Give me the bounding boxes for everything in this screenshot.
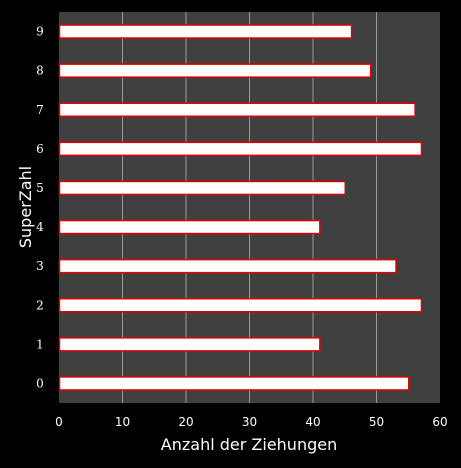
x-tick-label: 30 xyxy=(242,415,257,429)
bar xyxy=(58,63,372,78)
x-tick-label: 10 xyxy=(115,415,130,429)
bar xyxy=(58,180,346,196)
x-axis-title: Anzahl der Ziehungen xyxy=(161,435,337,454)
y-tick-labels: 0 1 2 3 4 5 6 7 8 9 xyxy=(36,25,44,391)
y-tick-label: 9 xyxy=(36,25,44,39)
x-tick-label: 50 xyxy=(369,415,384,429)
y-tick-label: 5 xyxy=(36,181,44,195)
bar xyxy=(58,337,321,352)
bar xyxy=(58,298,423,313)
x-tick-label: 40 xyxy=(305,415,320,429)
y-tick-label: 8 xyxy=(36,64,44,78)
x-tick-label: 60 xyxy=(432,415,447,429)
y-tick-label: 4 xyxy=(36,220,44,234)
bar xyxy=(58,102,416,117)
bar xyxy=(58,376,410,391)
bars xyxy=(58,24,423,391)
y-tick-label: 7 xyxy=(36,103,44,117)
bar xyxy=(58,24,353,39)
x-tick-label: 20 xyxy=(178,415,193,429)
bar xyxy=(58,258,397,274)
x-tick-labels: 0 10 20 30 40 50 60 xyxy=(55,415,447,429)
y-tick-label: 0 xyxy=(36,376,44,390)
y-tick-label: 6 xyxy=(36,142,44,156)
y-tick-label: 3 xyxy=(36,259,44,273)
x-tick-label: 0 xyxy=(55,415,63,429)
y-axis-title: SuperZahl xyxy=(16,166,35,248)
bar xyxy=(58,141,423,157)
bar xyxy=(58,219,321,235)
y-tick-label: 1 xyxy=(36,337,44,351)
y-tick-label: 2 xyxy=(36,298,44,312)
